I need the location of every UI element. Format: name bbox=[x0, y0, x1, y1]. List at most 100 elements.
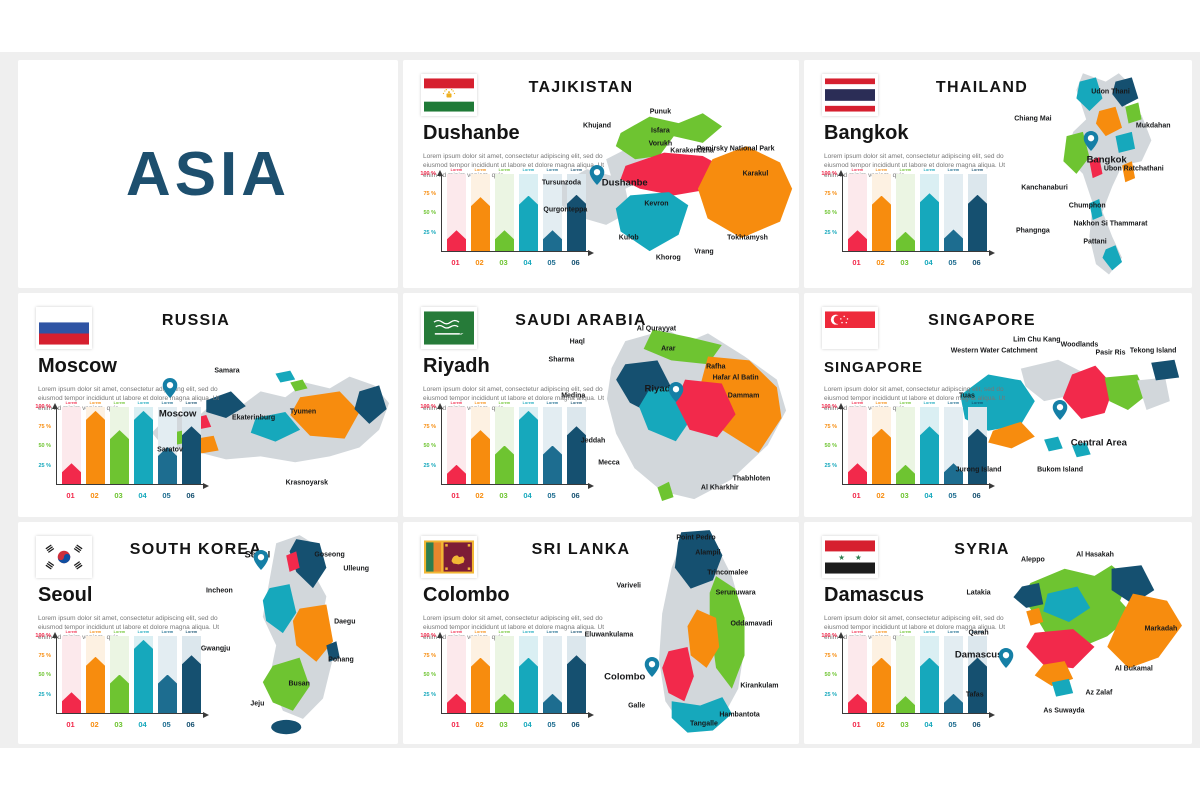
bar-top-label: Lorem bbox=[546, 167, 559, 172]
chart-y-axis-labels: 100 % 75 % 50 % 25 % bbox=[415, 171, 439, 252]
bar-top-label: Lorem bbox=[947, 400, 960, 405]
map-pin-icon bbox=[163, 378, 178, 398]
bar-03: Lorem bbox=[495, 630, 514, 713]
x-axis-tick-label: 05 bbox=[948, 491, 957, 500]
chart-x-axis-labels: 01 02 03 04 05 06 bbox=[847, 720, 986, 729]
bar-05: Lorem bbox=[944, 168, 963, 251]
x-axis-tick-label: 04 bbox=[924, 491, 933, 500]
city-label: Khorog bbox=[655, 254, 681, 262]
city-label: Ulleung bbox=[343, 565, 370, 573]
chart-plot-area: Lorem Lorem Lorem Lorem Lorem Lorem bbox=[52, 630, 209, 718]
x-axis-tick-label: 03 bbox=[114, 720, 123, 729]
country-flag-icon bbox=[36, 536, 92, 578]
x-axis-tick-label: 01 bbox=[451, 491, 460, 500]
bar-02: Lorem bbox=[872, 168, 891, 251]
y-axis-tick-label: 75 % bbox=[824, 423, 837, 430]
bar-06: Lorem bbox=[968, 401, 987, 484]
city-label: Tafas bbox=[965, 691, 984, 699]
y-axis-tick-label: 75 % bbox=[38, 652, 51, 659]
y-axis-tick-label: 100 % bbox=[35, 404, 51, 410]
bar-04: Lorem bbox=[134, 630, 153, 713]
x-axis-tick-label: 01 bbox=[451, 258, 460, 267]
chart-y-axis-labels: 100 % 75 % 50 % 25 % bbox=[816, 404, 840, 485]
y-axis-tick-label: 50 % bbox=[423, 443, 436, 449]
y-axis-tick-label: 50 % bbox=[38, 672, 51, 678]
chart-plot-area: Lorem Lorem Lorem Lorem Lorem Lorem bbox=[838, 168, 995, 256]
x-axis-tick-label: 03 bbox=[499, 258, 508, 267]
bar-05: Lorem bbox=[944, 401, 963, 484]
y-axis-tick-label: 75 % bbox=[824, 652, 837, 659]
country-card-tajikistan: TAJIKISTAN Dushanbe Lorem ipsum dolor si… bbox=[403, 60, 799, 288]
bar-03: Lorem bbox=[495, 401, 514, 484]
bar-top-label: Lorem bbox=[971, 400, 984, 405]
x-axis-tick-label: 03 bbox=[900, 491, 909, 500]
bar-03: Lorem bbox=[495, 168, 514, 251]
capital-city-label: Colombo bbox=[604, 671, 646, 683]
x-axis-tick-label: 02 bbox=[475, 491, 484, 500]
city-label: Vrang bbox=[694, 248, 714, 256]
city-label: Trincomalee bbox=[707, 569, 749, 577]
bar-02: Lorem bbox=[872, 401, 891, 484]
city-label: Arar bbox=[661, 345, 676, 353]
country-flag-icon bbox=[822, 74, 878, 116]
city-label: Tursunzoda bbox=[541, 179, 581, 187]
country-card-singapore: SINGAPORE SINGAPORE Lorem ipsum dolor si… bbox=[804, 293, 1192, 517]
x-axis-tick-label: 04 bbox=[523, 491, 532, 500]
bar-top-label: Lorem bbox=[546, 400, 559, 405]
bar-01: Lorem bbox=[62, 630, 81, 713]
map-pin-icon bbox=[1084, 131, 1099, 151]
city-label: Udon Thani bbox=[1091, 88, 1130, 96]
bar-05: Lorem bbox=[543, 401, 562, 484]
city-label: As Suwayda bbox=[1043, 707, 1085, 715]
bar-chart: 100 % 75 % 50 % 25 % Lorem Lorem Lorem Lorem Lo… bbox=[816, 166, 998, 272]
map-pin-icon bbox=[1053, 400, 1068, 420]
country-flag-icon bbox=[421, 74, 477, 116]
city-label: Karakul bbox=[742, 170, 769, 178]
city-label: Pohang bbox=[328, 656, 354, 664]
city-label: Rafha bbox=[706, 363, 726, 371]
city-label: Tuas bbox=[959, 392, 975, 400]
x-axis-tick-label: 01 bbox=[852, 720, 861, 729]
city-label: Daegu bbox=[334, 618, 356, 626]
y-axis-tick-label: 50 % bbox=[38, 443, 51, 449]
city-label: Hambantota bbox=[719, 711, 760, 719]
chart-y-axis-labels: 100 % 75 % 50 % 25 % bbox=[415, 404, 439, 485]
city-label: Dammam bbox=[727, 392, 760, 400]
city-label: Point Pedro bbox=[676, 534, 716, 542]
bar-04: Lorem bbox=[920, 630, 939, 713]
bar-top-label: Lorem bbox=[875, 629, 888, 634]
capital-city-label: Bangkok bbox=[1086, 154, 1127, 166]
bar-top-label: Lorem bbox=[185, 400, 198, 405]
country-title: THAILAND bbox=[935, 79, 1029, 96]
capital-name: SINGAPORE bbox=[824, 359, 924, 376]
map-pin-icon bbox=[645, 657, 660, 677]
city-label: Chiang Mai bbox=[1014, 115, 1052, 123]
chart-plot-area: Lorem Lorem Lorem Lorem Lorem Lorem bbox=[52, 401, 209, 489]
bar-top-label: Lorem bbox=[522, 400, 535, 405]
chart-x-axis-labels: 01 02 03 04 05 06 bbox=[61, 720, 200, 729]
bar-01: Lorem bbox=[447, 630, 466, 713]
x-axis-tick-label: 06 bbox=[571, 258, 580, 267]
country-flag-icon bbox=[421, 307, 477, 349]
city-label: Hafar Al Batin bbox=[712, 374, 759, 382]
bar-top-label: Lorem bbox=[923, 629, 936, 634]
bar-02: Lorem bbox=[872, 630, 891, 713]
bar-top-label: Lorem bbox=[570, 167, 583, 172]
city-label: Pasir Ris bbox=[1095, 349, 1126, 357]
x-axis-tick-label: 05 bbox=[547, 491, 556, 500]
country-card-syria: SYRIA Damascus Lorem ipsum dolor sit ame… bbox=[804, 522, 1192, 744]
capital-name: Seoul bbox=[38, 584, 93, 606]
x-axis-tick-label: 03 bbox=[114, 491, 123, 500]
bar-top-label: Lorem bbox=[923, 400, 936, 405]
bar-top-label: Lorem bbox=[522, 167, 535, 172]
bar-04: Lorem bbox=[519, 630, 538, 713]
chart-plot-area: Lorem Lorem Lorem Lorem Lorem Lorem bbox=[838, 401, 995, 489]
x-axis-tick-label: 03 bbox=[499, 491, 508, 500]
y-axis-tick-label: 50 % bbox=[824, 672, 837, 678]
bar-chart: 100 % 75 % 50 % 25 % Lorem Lorem Lorem Lorem Lo… bbox=[30, 399, 212, 505]
bar-06: Lorem bbox=[968, 168, 987, 251]
bar-top-label: Lorem bbox=[899, 167, 912, 172]
city-label: Medina bbox=[561, 392, 586, 400]
bar-03: Lorem bbox=[110, 630, 129, 713]
city-label: Jeju bbox=[250, 700, 265, 708]
